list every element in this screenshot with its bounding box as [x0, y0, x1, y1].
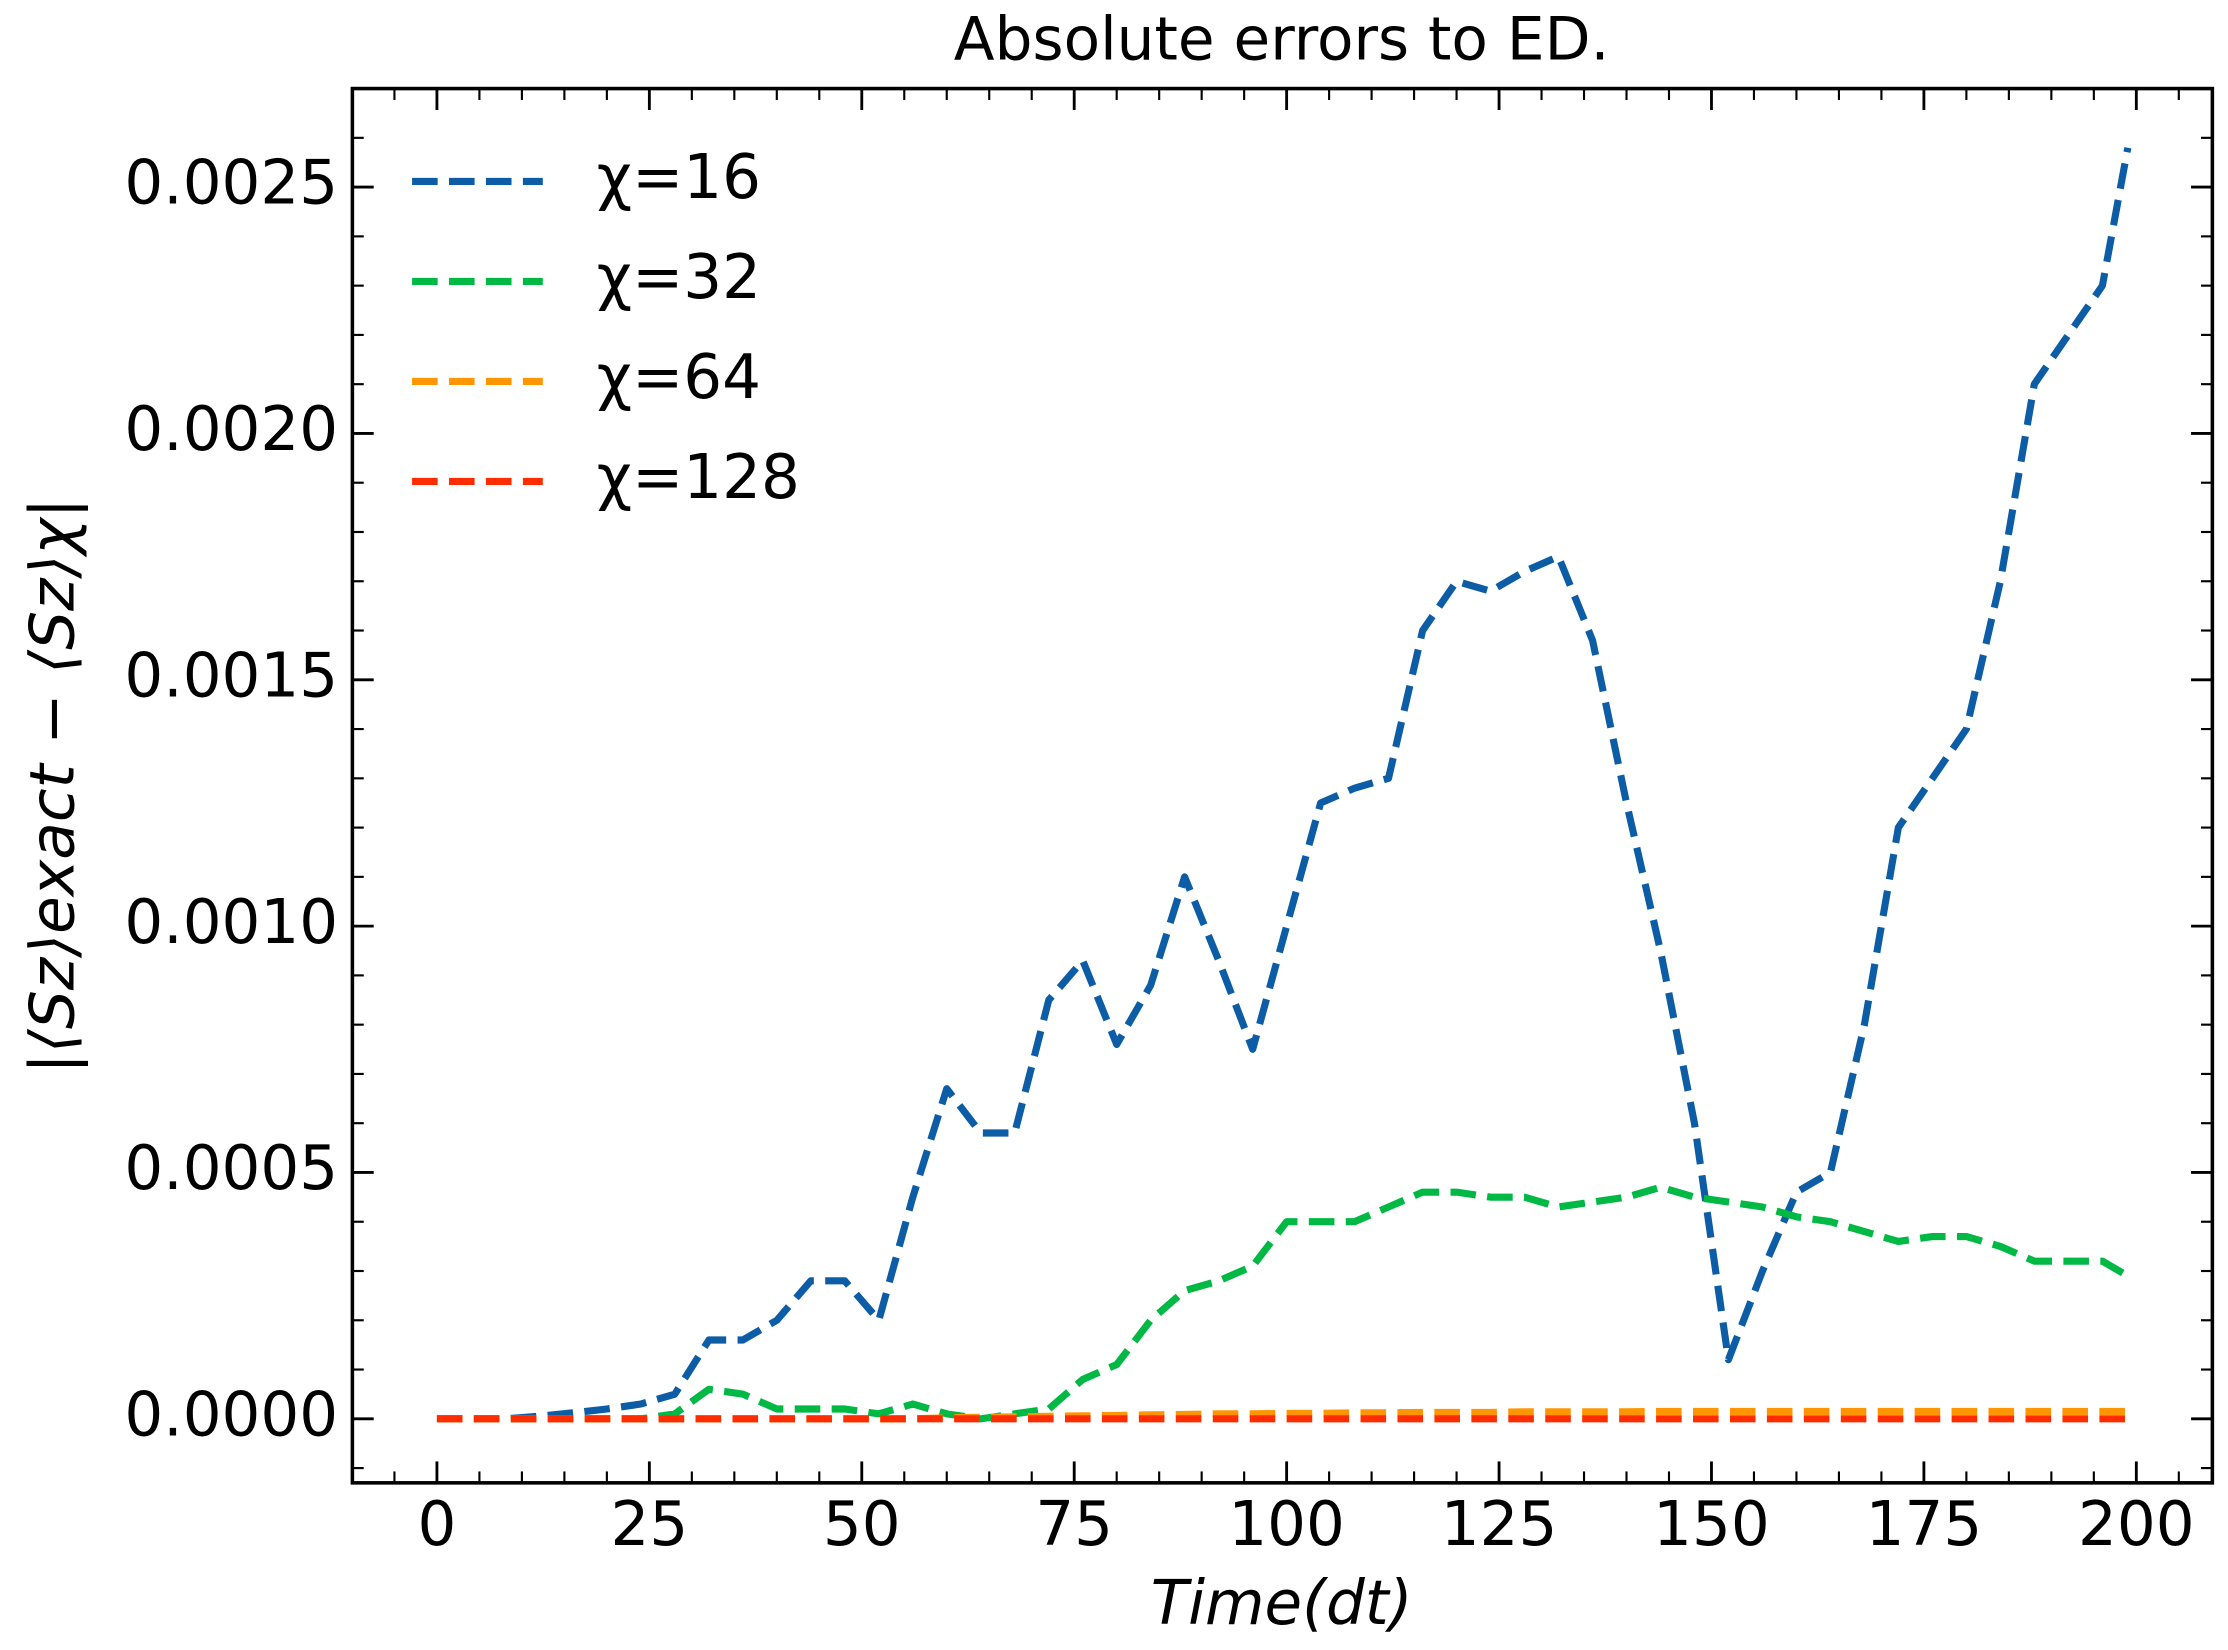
x-tick-label: 125 — [1441, 1489, 1558, 1560]
x-tick-label: 100 — [1228, 1489, 1345, 1560]
y-tick-label: 0.0000 — [124, 1379, 338, 1450]
y-tick-label: 0.0025 — [124, 148, 338, 219]
legend-label: χ=16 — [597, 142, 761, 213]
chart-title: Absolute errors to ED. — [954, 4, 1610, 74]
legend-label: χ=64 — [597, 342, 761, 413]
legend-label: χ=128 — [597, 442, 800, 513]
series-line — [436, 1183, 2130, 1423]
x-tick-label: 50 — [823, 1489, 901, 1560]
x-axis-label: Time(dt) — [1151, 1568, 1413, 1639]
y-tick-label: 0.0010 — [124, 887, 338, 958]
y-axis-label: |⟨Sz⟩exact − ⟨Sz⟩χ| — [18, 498, 89, 1074]
x-tick-label: 175 — [1866, 1489, 1983, 1560]
x-tick-label: 25 — [610, 1489, 688, 1560]
y-tick-label: 0.0020 — [124, 394, 338, 465]
y-tick-label: 0.0015 — [124, 640, 338, 711]
x-tick-label: 0 — [417, 1489, 456, 1560]
x-tick-label: 150 — [1653, 1489, 1770, 1560]
x-tick-label: 200 — [2078, 1489, 2195, 1560]
x-tick-label: 75 — [1035, 1489, 1113, 1560]
legend-label: χ=32 — [597, 242, 761, 313]
plot-frame — [350, 86, 2215, 1485]
y-tick-label: 0.0005 — [124, 1133, 338, 1204]
series-line — [436, 147, 2132, 1423]
series-line — [436, 1407, 2128, 1423]
